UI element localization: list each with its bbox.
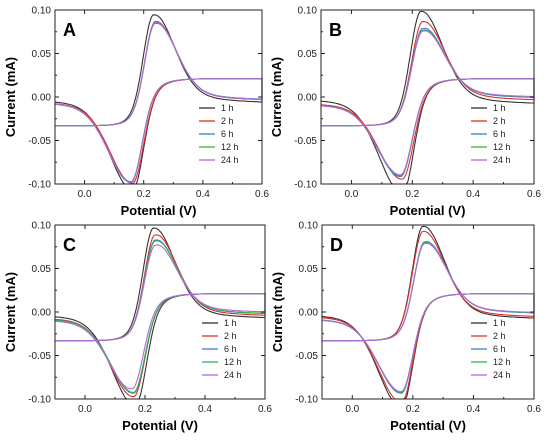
legend-label: 1 h: [493, 318, 506, 328]
legend-label: 6 h: [493, 344, 506, 354]
x-tick-label: 0.4: [466, 404, 480, 415]
x-tick-label: 0.4: [466, 189, 480, 200]
panel-A: -0.10 -0.05 0.00 0.05 0.10 0.0 0.2 0.4 0.6 Potent…: [3, 6, 269, 219]
y-tick-label: -0.10: [294, 180, 317, 191]
x-tick-label: 0.0: [344, 189, 358, 200]
x-axis-label: Potential (V): [122, 418, 198, 433]
y-tick-label: 0.00: [32, 93, 52, 104]
legend-label: 12 h: [224, 357, 242, 367]
x-tick-label: 0.2: [137, 189, 151, 200]
legend-label: 2 h: [493, 331, 506, 341]
x-axis-label: Potential (V): [390, 418, 466, 433]
legend-label: 24 h: [224, 370, 242, 380]
x-tick-label: 0.2: [405, 189, 419, 200]
x-tick-label: 0.6: [255, 189, 269, 200]
legend-label: 6 h: [493, 129, 506, 139]
x-axis-label: Potential (V): [390, 203, 466, 218]
legend-label: 24 h: [221, 155, 239, 165]
legend-label: 24 h: [493, 155, 511, 165]
y-tick-label: 0.05: [32, 264, 52, 275]
x-tick-label: 0.0: [78, 189, 92, 200]
panel-label: C: [63, 235, 76, 255]
y-tick-label: -0.10: [28, 180, 51, 191]
panel-label: D: [330, 235, 343, 255]
x-tick-label: 0.2: [406, 404, 420, 415]
y-tick-label: -0.05: [28, 136, 51, 147]
legend-label: 24 h: [493, 370, 511, 380]
y-tick-label: -0.05: [295, 351, 318, 362]
legend-label: 1 h: [224, 318, 237, 328]
legend-label: 2 h: [221, 116, 234, 126]
panel-C: -0.10 -0.05 0.00 0.05 0.10 0.0 0.2 0.4 0.6 Potent…: [3, 221, 272, 434]
legend-label: 12 h: [221, 142, 239, 152]
x-tick-label: 0.6: [527, 404, 541, 415]
legend-label: 2 h: [224, 331, 237, 341]
legend-label: 12 h: [493, 142, 511, 152]
y-tick-label: 0.10: [32, 221, 52, 232]
y-tick-label: -0.10: [295, 395, 318, 406]
y-axis-label: Current (mA): [270, 272, 285, 352]
panel-label: B: [329, 20, 342, 40]
legend-label: 1 h: [493, 103, 506, 113]
y-tick-label: 0.10: [298, 6, 318, 17]
panel-B: -0.10 -0.05 0.00 0.05 0.10 0.0 0.2 0.4 0.6 Potent…: [269, 6, 541, 219]
legend-label: 6 h: [221, 129, 234, 139]
x-tick-label: 0.4: [196, 189, 210, 200]
y-axis-label: Current (mA): [3, 272, 18, 352]
y-axis-label: Current (mA): [3, 57, 18, 137]
y-tick-label: 0.00: [32, 308, 52, 319]
x-axis-label: Potential (V): [121, 203, 197, 218]
series-line-24h: [54, 244, 266, 390]
x-tick-label: 0.2: [138, 404, 152, 415]
y-tick-label: 0.10: [32, 6, 52, 17]
y-tick-label: 0.00: [298, 93, 318, 104]
y-tick-label: 0.05: [299, 264, 319, 275]
legend-label: 2 h: [493, 116, 506, 126]
x-tick-label: 0.6: [258, 404, 272, 415]
y-tick-label: -0.05: [294, 136, 317, 147]
legend-label: 1 h: [221, 103, 234, 113]
legend-label: 12 h: [493, 357, 511, 367]
panel-label: A: [63, 20, 76, 40]
x-tick-label: 0.0: [78, 404, 92, 415]
y-tick-label: 0.05: [32, 49, 52, 60]
panel-D: -0.10 -0.05 0.00 0.05 0.10 0.0 0.2 0.4 0.6 Potent…: [270, 221, 541, 434]
y-tick-label: 0.05: [298, 49, 318, 60]
x-tick-label: 0.0: [345, 404, 359, 415]
y-tick-label: 0.00: [299, 308, 319, 319]
y-tick-label: -0.10: [28, 395, 51, 406]
y-tick-label: -0.05: [28, 351, 51, 362]
y-axis-label: Current (mA): [269, 57, 284, 137]
y-tick-label: 0.10: [299, 221, 319, 232]
x-tick-label: 0.4: [198, 404, 212, 415]
legend-label: 6 h: [224, 344, 237, 354]
x-tick-label: 0.6: [527, 189, 541, 200]
